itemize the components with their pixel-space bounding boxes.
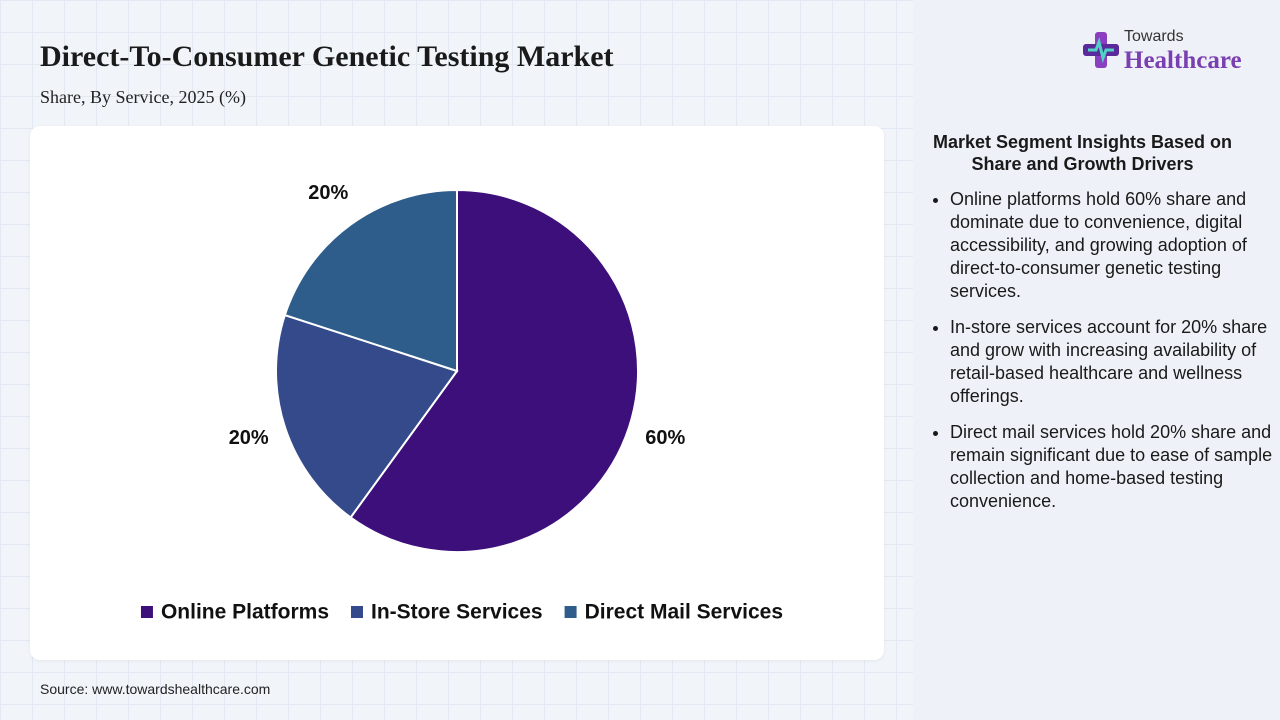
page-subtitle: Share, By Service, 2025 (%) [40, 87, 246, 107]
insights-title: Market Segment Insights Based on Share a… [932, 132, 1233, 174]
source: Source: www.towardshealthcare.com [40, 681, 271, 697]
legend: Online Platforms In-Store Services Direct … [140, 601, 783, 624]
pie-slice [349, 188, 639, 553]
insight-item: In-store services account for 20% share … [950, 316, 1280, 408]
data-label: 60% [645, 427, 685, 449]
insights-list: Online platforms hold 60% share and domi… [922, 188, 1280, 526]
insight-item: Online platforms hold 60% share and domi… [950, 188, 1280, 303]
legend-swatch [564, 606, 577, 618]
logo-text: Towards [1124, 28, 1184, 45]
logo-icon [1083, 32, 1119, 68]
side-panel [913, 0, 1280, 720]
legend-label: Direct Mail Services [585, 601, 783, 624]
logo-text: Healthcare [1124, 47, 1242, 74]
pie-slice [275, 313, 459, 519]
pie-slice [283, 188, 458, 373]
legend-swatch [140, 606, 153, 618]
chart: 60% 20% 20% Online Platforms In-Store Servic… [140, 182, 783, 624]
insight-item: Direct mail services hold 20% share and … [950, 421, 1280, 513]
data-label: 20% [229, 427, 269, 449]
legend-label: Online Platforms [161, 601, 329, 624]
legend-swatch [350, 606, 363, 618]
page-title: Direct-To-Consumer Genetic Testing Marke… [40, 40, 614, 73]
legend-label: In-Store Services [371, 601, 543, 624]
data-label: 20% [308, 182, 348, 204]
